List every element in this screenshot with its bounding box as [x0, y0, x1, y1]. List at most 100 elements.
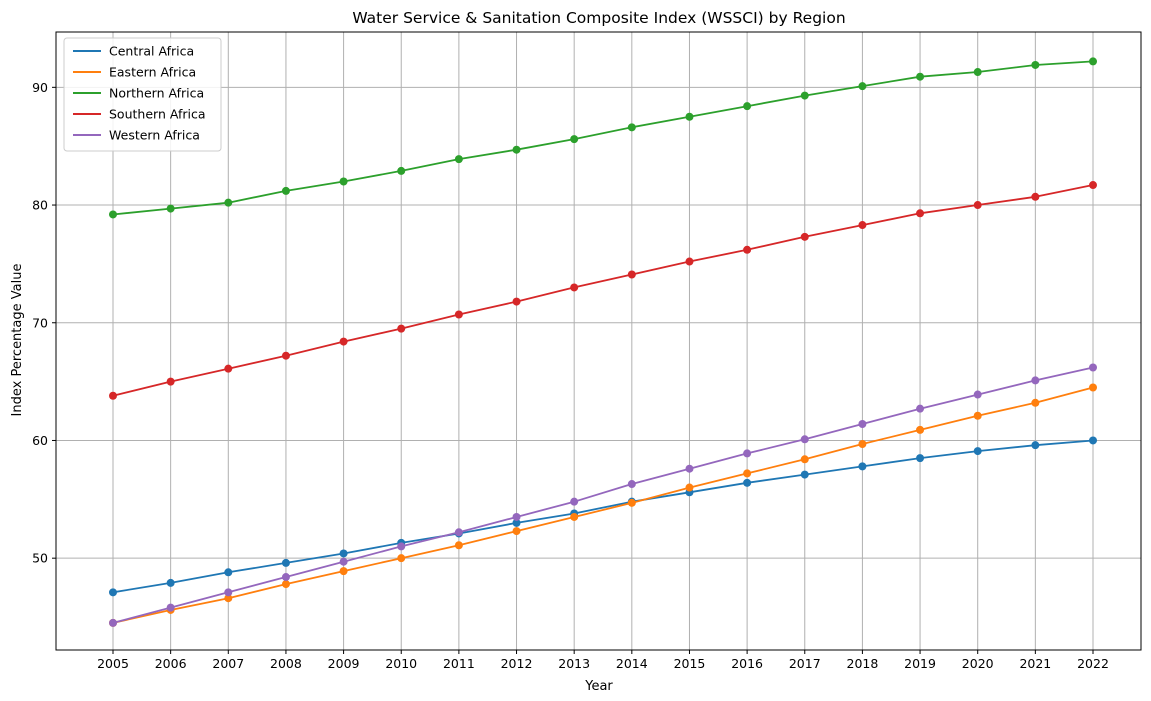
- x-tick-label: 2009: [328, 656, 360, 671]
- data-point: [109, 588, 117, 597]
- data-point: [800, 91, 809, 100]
- data-point: [281, 351, 290, 360]
- data-point: [1089, 436, 1097, 445]
- data-point: [916, 454, 925, 463]
- x-tick-label: 2019: [904, 656, 936, 671]
- data-point: [858, 82, 867, 91]
- data-point: [454, 310, 463, 319]
- x-tick-label: 2014: [616, 656, 648, 671]
- y-tick-label: 70: [32, 315, 48, 330]
- legend-label: Eastern Africa: [109, 65, 196, 80]
- data-point: [627, 498, 636, 507]
- x-tick-label: 2011: [443, 656, 475, 671]
- data-point: [973, 68, 982, 77]
- data-point: [339, 567, 348, 576]
- data-point: [339, 557, 348, 566]
- data-point: [454, 528, 463, 537]
- chart-title: Water Service & Sanitation Composite Ind…: [352, 9, 845, 27]
- data-point: [281, 580, 290, 589]
- series-line: [112, 184, 1094, 397]
- data-point: [454, 155, 463, 164]
- data-point: [339, 177, 348, 186]
- data-point: [570, 512, 579, 521]
- data-point: [858, 221, 867, 230]
- data-point: [397, 166, 406, 175]
- data-point: [1089, 383, 1097, 392]
- data-point: [685, 464, 694, 473]
- data-point: [916, 425, 925, 434]
- data-point: [1089, 57, 1097, 66]
- x-tick-label: 2017: [789, 656, 821, 671]
- data-point: [109, 618, 117, 627]
- x-tick-label: 2013: [558, 656, 590, 671]
- data-point: [743, 102, 752, 111]
- x-tick-label: 2016: [731, 656, 763, 671]
- legend-label: Southern Africa: [109, 107, 205, 122]
- legend-box: [63, 37, 222, 152]
- data-point: [627, 123, 636, 132]
- data-point: [800, 435, 809, 444]
- data-point: [800, 232, 809, 241]
- y-tick-label: 90: [32, 80, 48, 95]
- data-point: [627, 480, 636, 489]
- data-point: [858, 462, 867, 471]
- data-point: [281, 558, 290, 567]
- data-point: [109, 210, 117, 219]
- data-point: [512, 297, 521, 306]
- data-point: [397, 324, 406, 333]
- data-point: [743, 449, 752, 458]
- data-point: [916, 72, 925, 81]
- legend-label: Central Africa: [109, 44, 194, 59]
- series-line: [112, 366, 1094, 624]
- data-point: [570, 135, 579, 144]
- data-point: [743, 245, 752, 254]
- x-axis-title: Year: [584, 679, 613, 694]
- x-tick-label: 2010: [385, 656, 417, 671]
- x-tick-label: 2008: [270, 656, 302, 671]
- y-tick-label: 80: [32, 198, 48, 213]
- data-point: [512, 512, 521, 521]
- legend: Central Africa Eastern Africa Northern Afr…: [63, 37, 222, 152]
- data-point: [512, 518, 521, 527]
- data-point: [916, 209, 925, 218]
- x-tick-label: 2006: [155, 656, 187, 671]
- data-point: [800, 455, 809, 464]
- data-point: [973, 411, 982, 420]
- data-point: [858, 419, 867, 428]
- x-tick-label: 2021: [1019, 656, 1051, 671]
- legend-label: Northern Africa: [109, 86, 204, 101]
- data-point: [166, 578, 175, 587]
- plot-frame: [55, 31, 1142, 651]
- x-tick-label: 2005: [97, 656, 129, 671]
- data-point: [1031, 60, 1040, 69]
- data-point: [109, 391, 117, 400]
- data-point: [224, 568, 233, 577]
- data-point: [1089, 363, 1097, 372]
- x-tick-label: 2012: [501, 656, 533, 671]
- x-tick-label: 2022: [1077, 656, 1109, 671]
- data-point: [166, 204, 175, 213]
- data-point: [339, 337, 348, 346]
- data-point: [281, 186, 290, 195]
- data-point: [743, 478, 752, 487]
- data-point: [743, 469, 752, 478]
- data-point: [800, 470, 809, 479]
- series-line: [112, 386, 1094, 624]
- data-point: [973, 201, 982, 210]
- data-point: [973, 447, 982, 456]
- data-point: [1031, 441, 1040, 450]
- data-point: [281, 573, 290, 582]
- data-point: [685, 483, 694, 492]
- legend-label: Western Africa: [109, 128, 200, 143]
- data-point: [397, 542, 406, 551]
- data-point: [224, 198, 233, 207]
- data-point: [916, 404, 925, 413]
- data-point: [512, 145, 521, 154]
- series-line: [112, 439, 1094, 594]
- data-point: [512, 527, 521, 536]
- y-tick-label: 50: [32, 551, 48, 566]
- data-point: [685, 112, 694, 121]
- data-point: [1089, 181, 1097, 190]
